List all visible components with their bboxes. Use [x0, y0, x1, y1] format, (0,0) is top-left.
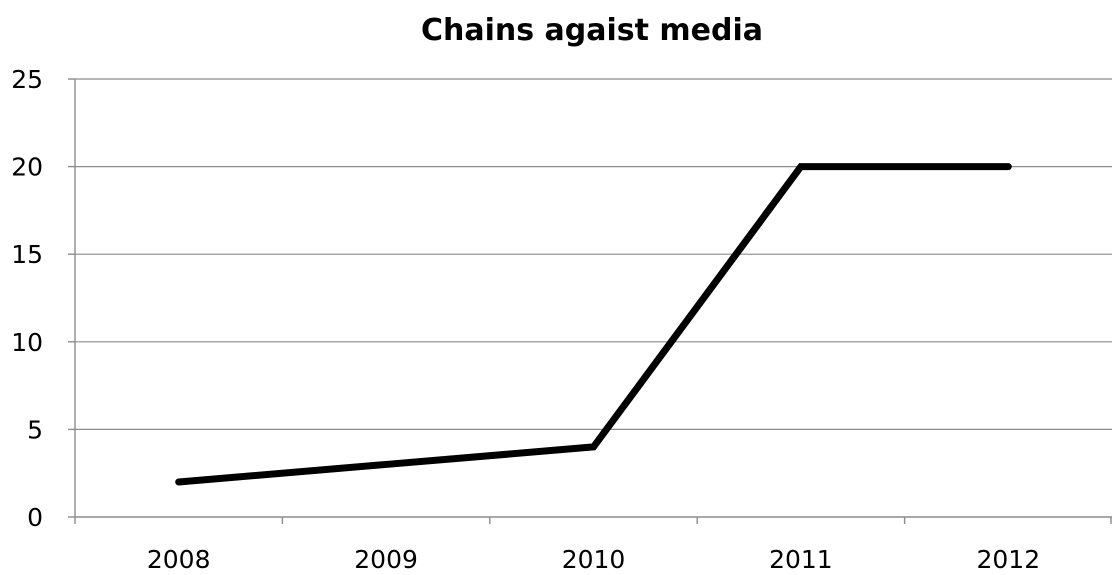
chart-title: Chains agaist media — [421, 13, 763, 48]
series-layer — [175, 163, 1012, 486]
y-tick-labels: 0 5 10 15 20 25 — [11, 65, 43, 532]
y-tick-label-10: 10 — [11, 328, 43, 357]
y-gridlines — [75, 78, 1112, 430]
x-tick-label-2011: 2011 — [769, 545, 833, 574]
x-tick-label-2010: 2010 — [562, 545, 626, 574]
y-tick-label-20: 20 — [11, 153, 43, 182]
x-tick-label-2009: 2009 — [354, 545, 418, 574]
x-tick-labels: 2008 2009 2010 2011 2012 — [147, 545, 1040, 574]
y-tick-label-5: 5 — [27, 415, 43, 444]
y-tick-label-0: 0 — [27, 503, 43, 532]
axes — [68, 78, 1112, 524]
x-tick-label-2012: 2012 — [976, 545, 1040, 574]
y-tick-label-25: 25 — [11, 65, 43, 94]
series-line-0 — [175, 163, 1012, 486]
y-tick-label-15: 15 — [11, 240, 43, 269]
x-tick-label-2008: 2008 — [147, 545, 211, 574]
